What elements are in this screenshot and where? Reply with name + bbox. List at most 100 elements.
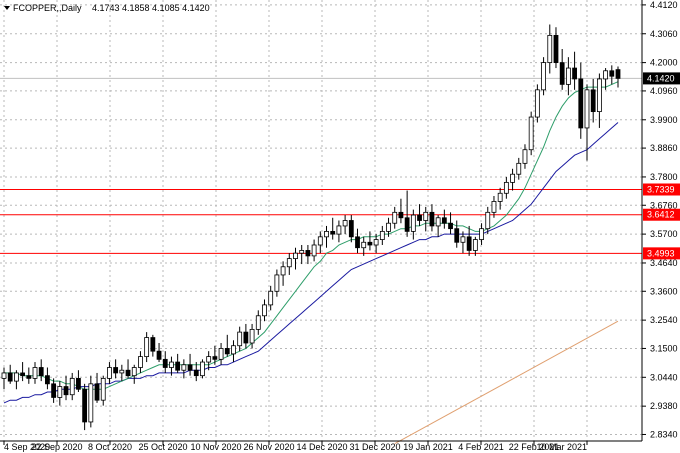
candle xyxy=(156,343,162,363)
candle-body xyxy=(150,337,156,352)
candle-body xyxy=(392,211,398,224)
y-tick-label: 2.9380 xyxy=(650,401,678,411)
candle-body xyxy=(342,220,348,227)
x-tick-label: 10 Nov 2020 xyxy=(190,442,241,452)
candle-body xyxy=(553,34,559,64)
x-tick-label: 31 Dec 2020 xyxy=(349,442,400,452)
candle xyxy=(404,190,410,237)
candle-body xyxy=(138,356,143,368)
candle-body xyxy=(268,290,274,306)
candle xyxy=(7,364,13,384)
level-price-label: 3.6412 xyxy=(647,210,675,220)
candle xyxy=(286,253,292,275)
candle xyxy=(38,359,44,382)
candle-layer xyxy=(1,24,621,431)
candle xyxy=(268,285,274,311)
candle-body xyxy=(107,367,112,379)
candle-body xyxy=(466,236,472,251)
candle xyxy=(212,345,218,365)
candle xyxy=(479,223,484,245)
y-tick-label: 3.2540 xyxy=(650,315,678,325)
dropdown-triangle-icon[interactable] xyxy=(4,6,10,10)
candle-body xyxy=(131,367,137,377)
candle-body xyxy=(448,222,453,230)
candle-body xyxy=(76,377,81,390)
chart-header: FCOPPER,,Daily 4.1743 4.1858 4.1085 4.14… xyxy=(4,3,210,13)
candle-body xyxy=(224,348,230,355)
candle xyxy=(274,269,280,297)
candle-body xyxy=(88,383,94,423)
candle xyxy=(379,225,385,245)
candle xyxy=(534,84,540,123)
candle-body xyxy=(63,386,69,396)
ma-long-line xyxy=(394,320,619,445)
candle xyxy=(88,375,94,428)
candle-body xyxy=(534,89,540,118)
candle-body xyxy=(615,69,621,79)
level-price-tag xyxy=(643,183,680,196)
candle-body xyxy=(1,372,7,379)
candle-body xyxy=(280,266,286,276)
candle-body xyxy=(212,356,218,360)
candle-body xyxy=(572,67,577,80)
candle xyxy=(596,73,602,128)
candle xyxy=(572,51,577,90)
level-price-tag xyxy=(643,208,680,221)
candle-body xyxy=(547,34,553,64)
ma-fast-line xyxy=(4,81,619,390)
candle-body xyxy=(386,222,391,232)
x-tick-label: 22 Feb 2021 xyxy=(509,442,560,452)
candle-body xyxy=(69,377,75,396)
candle xyxy=(392,206,398,229)
candle xyxy=(417,204,422,226)
candle-body xyxy=(20,372,26,377)
candle-body xyxy=(596,78,602,113)
candle xyxy=(45,367,50,390)
candle-body xyxy=(454,228,460,243)
candle xyxy=(398,198,404,224)
candle xyxy=(516,157,522,180)
candle-body xyxy=(578,78,584,129)
candle-body xyxy=(491,201,497,213)
y-tick-label: 3.8860 xyxy=(650,143,678,153)
y-tick-label: 3.3600 xyxy=(650,286,678,296)
candle xyxy=(578,62,584,139)
axis-layer xyxy=(0,0,643,442)
candle-body xyxy=(200,361,205,377)
candle xyxy=(262,299,267,322)
candle-body xyxy=(410,214,416,232)
candle-body xyxy=(286,258,292,268)
x-tick-label: 14 Dec 2020 xyxy=(296,442,347,452)
x-tick-label: 22 Sep 2020 xyxy=(31,442,82,452)
candle xyxy=(218,343,224,365)
candle xyxy=(175,353,181,373)
candle-body xyxy=(435,217,441,227)
x-tick-label: 4 Sep 2020 xyxy=(4,442,50,452)
candle-body xyxy=(503,181,509,194)
candle-body xyxy=(485,211,491,230)
candle xyxy=(324,225,329,248)
candle-body xyxy=(361,241,367,249)
current-price-tag xyxy=(643,72,680,85)
candle-body xyxy=(255,315,261,330)
candle xyxy=(94,372,100,403)
candle xyxy=(522,144,528,169)
candle-body xyxy=(218,348,224,360)
candle-body xyxy=(237,331,243,347)
y-tick-label: 4.0960 xyxy=(650,86,678,96)
candle xyxy=(559,49,565,90)
y-tick-label: 3.4640 xyxy=(650,258,678,268)
level-price-tag xyxy=(643,247,680,260)
candle xyxy=(317,231,323,254)
x-tick-label: 4 Feb 2021 xyxy=(458,442,504,452)
candle xyxy=(200,359,205,379)
candle-body xyxy=(367,241,373,246)
candle-body xyxy=(162,358,168,368)
candle-body xyxy=(584,89,590,129)
candle xyxy=(603,68,608,90)
plot-background xyxy=(0,0,642,441)
x-tick-label: 26 Nov 2020 xyxy=(243,442,294,452)
candle xyxy=(528,111,534,156)
